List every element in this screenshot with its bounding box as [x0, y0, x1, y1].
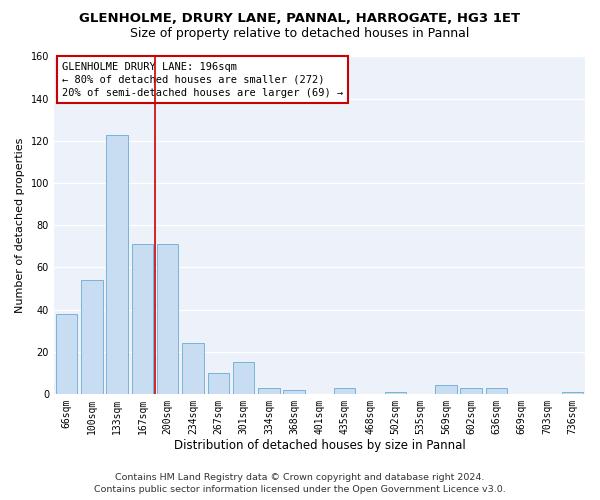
- Bar: [106, 134, 128, 394]
- Bar: [157, 244, 178, 394]
- Bar: [385, 392, 406, 394]
- Text: Size of property relative to detached houses in Pannal: Size of property relative to detached ho…: [130, 28, 470, 40]
- Bar: [460, 388, 482, 394]
- Bar: [56, 314, 77, 394]
- Text: GLENHOLME DRURY LANE: 196sqm
← 80% of detached houses are smaller (272)
20% of s: GLENHOLME DRURY LANE: 196sqm ← 80% of de…: [62, 62, 343, 98]
- Bar: [283, 390, 305, 394]
- Bar: [81, 280, 103, 394]
- Bar: [562, 392, 583, 394]
- Bar: [486, 388, 507, 394]
- Text: GLENHOLME, DRURY LANE, PANNAL, HARROGATE, HG3 1ET: GLENHOLME, DRURY LANE, PANNAL, HARROGATE…: [79, 12, 521, 26]
- X-axis label: Distribution of detached houses by size in Pannal: Distribution of detached houses by size …: [173, 440, 466, 452]
- Bar: [208, 372, 229, 394]
- Text: Contains HM Land Registry data © Crown copyright and database right 2024.
Contai: Contains HM Land Registry data © Crown c…: [94, 473, 506, 494]
- Bar: [258, 388, 280, 394]
- Bar: [233, 362, 254, 394]
- Bar: [131, 244, 153, 394]
- Bar: [334, 388, 355, 394]
- Y-axis label: Number of detached properties: Number of detached properties: [15, 138, 25, 313]
- Bar: [435, 386, 457, 394]
- Bar: [182, 343, 204, 394]
